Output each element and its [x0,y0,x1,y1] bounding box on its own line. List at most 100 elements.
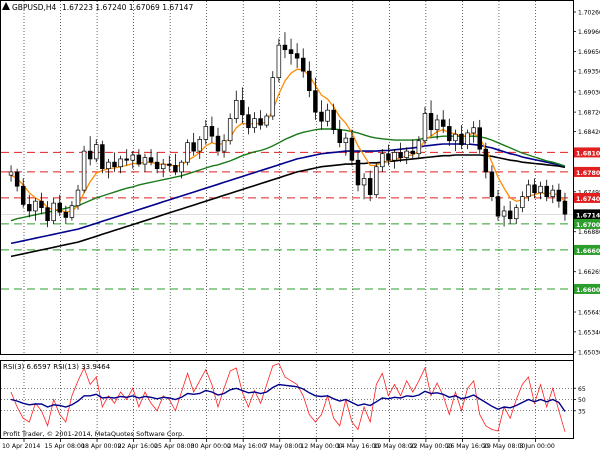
candle[interactable] [526,179,531,202]
candle[interactable] [234,90,239,124]
candle[interactable] [294,43,300,68]
candle[interactable] [39,192,44,215]
candle[interactable] [87,136,93,166]
candle[interactable] [45,201,50,228]
candle[interactable] [416,136,422,159]
candle[interactable] [459,125,464,150]
candle[interactable] [130,151,136,169]
candle[interactable] [398,142,403,163]
candle[interactable] [550,184,556,204]
bull-candle-body [270,77,276,117]
candle[interactable] [477,119,482,154]
candle[interactable] [100,140,105,174]
candle[interactable] [453,129,458,152]
candle[interactable] [331,103,336,135]
candle[interactable] [197,136,202,159]
candle[interactable] [514,204,519,224]
candle[interactable] [489,165,495,202]
candle[interactable] [483,142,489,179]
candle[interactable] [471,121,476,143]
candle[interactable] [270,71,276,120]
candle[interactable] [191,132,196,156]
candle[interactable] [136,149,142,167]
candle[interactable] [124,149,129,166]
candle[interactable] [252,112,257,133]
candle[interactable] [51,197,56,224]
bull-candle-body [81,150,87,191]
candle[interactable] [544,179,549,202]
candle[interactable] [258,110,263,130]
bear-candle-body [258,118,263,126]
candle[interactable] [63,205,69,224]
bear-candle-body [355,159,361,186]
candle[interactable] [428,100,434,137]
candle[interactable] [106,158,111,179]
candle[interactable] [367,170,373,202]
candle[interactable] [69,201,75,221]
candle[interactable] [300,48,306,78]
bull-candle-body [404,150,409,158]
candle[interactable] [355,151,361,192]
candle[interactable] [386,144,391,166]
candle[interactable] [20,178,26,208]
candle[interactable] [75,184,81,210]
candle[interactable] [118,155,123,174]
candle[interactable] [392,149,397,169]
candle[interactable] [8,165,14,182]
candle[interactable] [173,153,178,176]
candle[interactable] [227,113,233,145]
candle[interactable] [562,192,568,221]
candle[interactable] [81,145,87,193]
candle[interactable] [215,127,221,156]
candle[interactable] [185,139,190,166]
candle[interactable] [361,173,367,200]
candle[interactable] [276,38,282,83]
candle[interactable] [507,201,513,224]
candle[interactable] [33,197,38,221]
candle[interactable] [246,106,251,135]
candle[interactable] [27,194,32,218]
candle[interactable] [221,134,227,158]
candle[interactable] [167,155,172,172]
candle[interactable] [325,103,330,127]
candle[interactable] [94,139,99,163]
candle[interactable] [520,191,525,213]
candle[interactable] [154,152,160,174]
candle[interactable] [313,77,318,120]
candle[interactable] [538,181,543,200]
candle[interactable] [148,149,154,166]
candle[interactable] [380,149,385,172]
candle[interactable] [343,132,349,156]
candle[interactable] [337,119,342,148]
candle[interactable] [465,129,470,150]
candle[interactable] [160,158,166,178]
candle[interactable] [240,87,245,124]
candle[interactable] [288,38,294,65]
candle[interactable] [203,119,209,145]
candle[interactable] [440,110,446,133]
candle[interactable] [142,153,148,172]
candle[interactable] [447,118,452,146]
candle[interactable] [374,162,379,198]
candle[interactable] [282,32,288,59]
candle[interactable] [57,194,62,217]
candle[interactable] [179,160,184,179]
candle[interactable] [112,152,117,172]
candle[interactable] [319,100,324,130]
candle[interactable] [209,116,215,143]
bull-candle-body [422,113,428,142]
candle[interactable] [556,183,562,208]
candle[interactable] [264,113,269,128]
candle[interactable] [422,106,428,145]
candle[interactable] [501,205,507,227]
candle[interactable] [307,61,312,98]
candle[interactable] [14,168,20,192]
candle[interactable] [495,190,501,221]
candle[interactable] [532,178,537,198]
candle[interactable] [434,114,440,140]
candle[interactable] [404,147,409,165]
candle[interactable] [349,129,355,166]
candle[interactable] [410,139,416,159]
